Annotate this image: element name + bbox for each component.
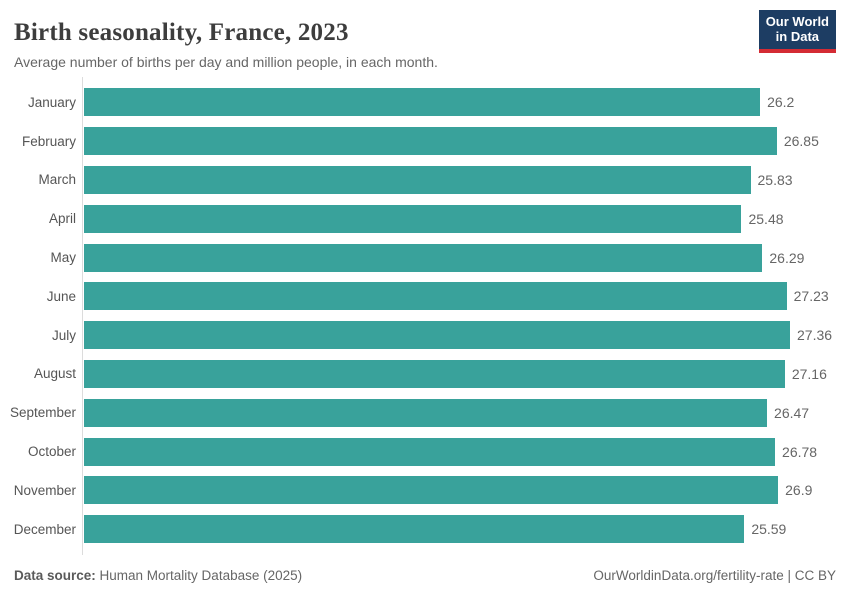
bar-track: 27.23 [84,277,850,316]
category-label: March [38,172,76,188]
chart-header: Birth seasonality, France, 2023 Average … [0,0,850,70]
chart-footer: Data source: Human Mortality Database (2… [14,568,836,583]
value-label: 26.47 [774,404,810,421]
bar-may[interactable] [84,243,763,272]
bar-track: 26.9 [84,471,850,510]
bar-track: 27.16 [84,355,850,394]
category-label: April [48,211,76,227]
bar-track: 26.47 [84,393,850,432]
attribution: OurWorldinData.org/fertility-rate | CC B… [593,568,836,583]
owid-logo: Our World in Data [758,10,836,53]
chart-subtitle: Average number of births per day and mil… [14,54,438,70]
bar-july[interactable] [84,321,790,350]
bar-row: October 26.78 [0,432,850,471]
bar-november[interactable] [84,476,779,505]
category-label: July [51,327,76,343]
category-label: January [27,94,76,110]
bar-january[interactable] [84,88,761,117]
bar-february[interactable] [84,127,777,156]
bar-row: January 26.2 [0,83,850,122]
bar-row: May 26.29 [0,238,850,277]
value-label: 27.23 [793,288,829,305]
data-source-label: Data source: [14,568,96,583]
category-label: August [33,366,76,382]
bar-december[interactable] [84,515,745,544]
bar-september[interactable] [84,398,768,427]
bar-row: July 27.36 [0,316,850,355]
bar-august[interactable] [84,359,785,388]
bar-row: April 25.48 [0,199,850,238]
bar-row: December 25.59 [0,510,850,549]
bar-track: 26.29 [84,238,850,277]
category-label: September [9,405,76,421]
data-source-value: Human Mortality Database (2025) [95,568,303,583]
value-label: 27.16 [791,365,827,382]
bar-track: 26.85 [84,122,850,161]
value-label: 25.59 [751,521,787,538]
bar-track: 25.48 [84,199,850,238]
data-source: Data source: Human Mortality Database (2… [14,568,302,583]
bar-row: August 27.16 [0,355,850,394]
value-label: 26.85 [783,133,819,150]
bar-track: 25.59 [84,510,850,549]
owid-logo-line2: in Data [775,28,820,44]
value-label: 26.9 [785,482,813,499]
bar-row: September 26.47 [0,393,850,432]
category-label: June [46,288,76,304]
value-label: 26.2 [767,94,795,111]
bar-june[interactable] [84,282,787,311]
bar-track: 26.78 [84,432,850,471]
category-label: November [13,482,76,498]
bar-track: 26.2 [84,83,850,122]
category-label: October [27,444,76,460]
title-block: Birth seasonality, France, 2023 Average … [14,12,438,70]
value-label: 26.29 [769,249,805,266]
value-label: 25.48 [748,210,784,227]
bar-track: 25.83 [84,161,850,200]
bar-october[interactable] [84,437,776,466]
y-axis-line [82,77,83,555]
bar-row: March 25.83 [0,161,850,200]
value-label: 25.83 [757,171,793,188]
chart-title: Birth seasonality, France, 2023 [14,19,349,46]
bar-row: November 26.9 [0,471,850,510]
bar-track: 27.36 [84,316,850,355]
bar-april[interactable] [84,204,742,233]
bar-row: June 27.23 [0,277,850,316]
category-label: December [13,521,76,537]
value-label: 26.78 [782,443,818,460]
bar-rows: January 26.2 February 26.85 March 25.83 April 2… [0,83,850,549]
value-label: 27.36 [797,327,833,344]
owid-logo-line1: Our World [765,14,829,29]
bar-march[interactable] [84,165,751,194]
bar-chart: January 26.2 February 26.85 March 25.83 April 2… [0,77,850,555]
bar-row: February 26.85 [0,122,850,161]
category-label: May [50,250,76,266]
category-label: February [21,133,76,149]
